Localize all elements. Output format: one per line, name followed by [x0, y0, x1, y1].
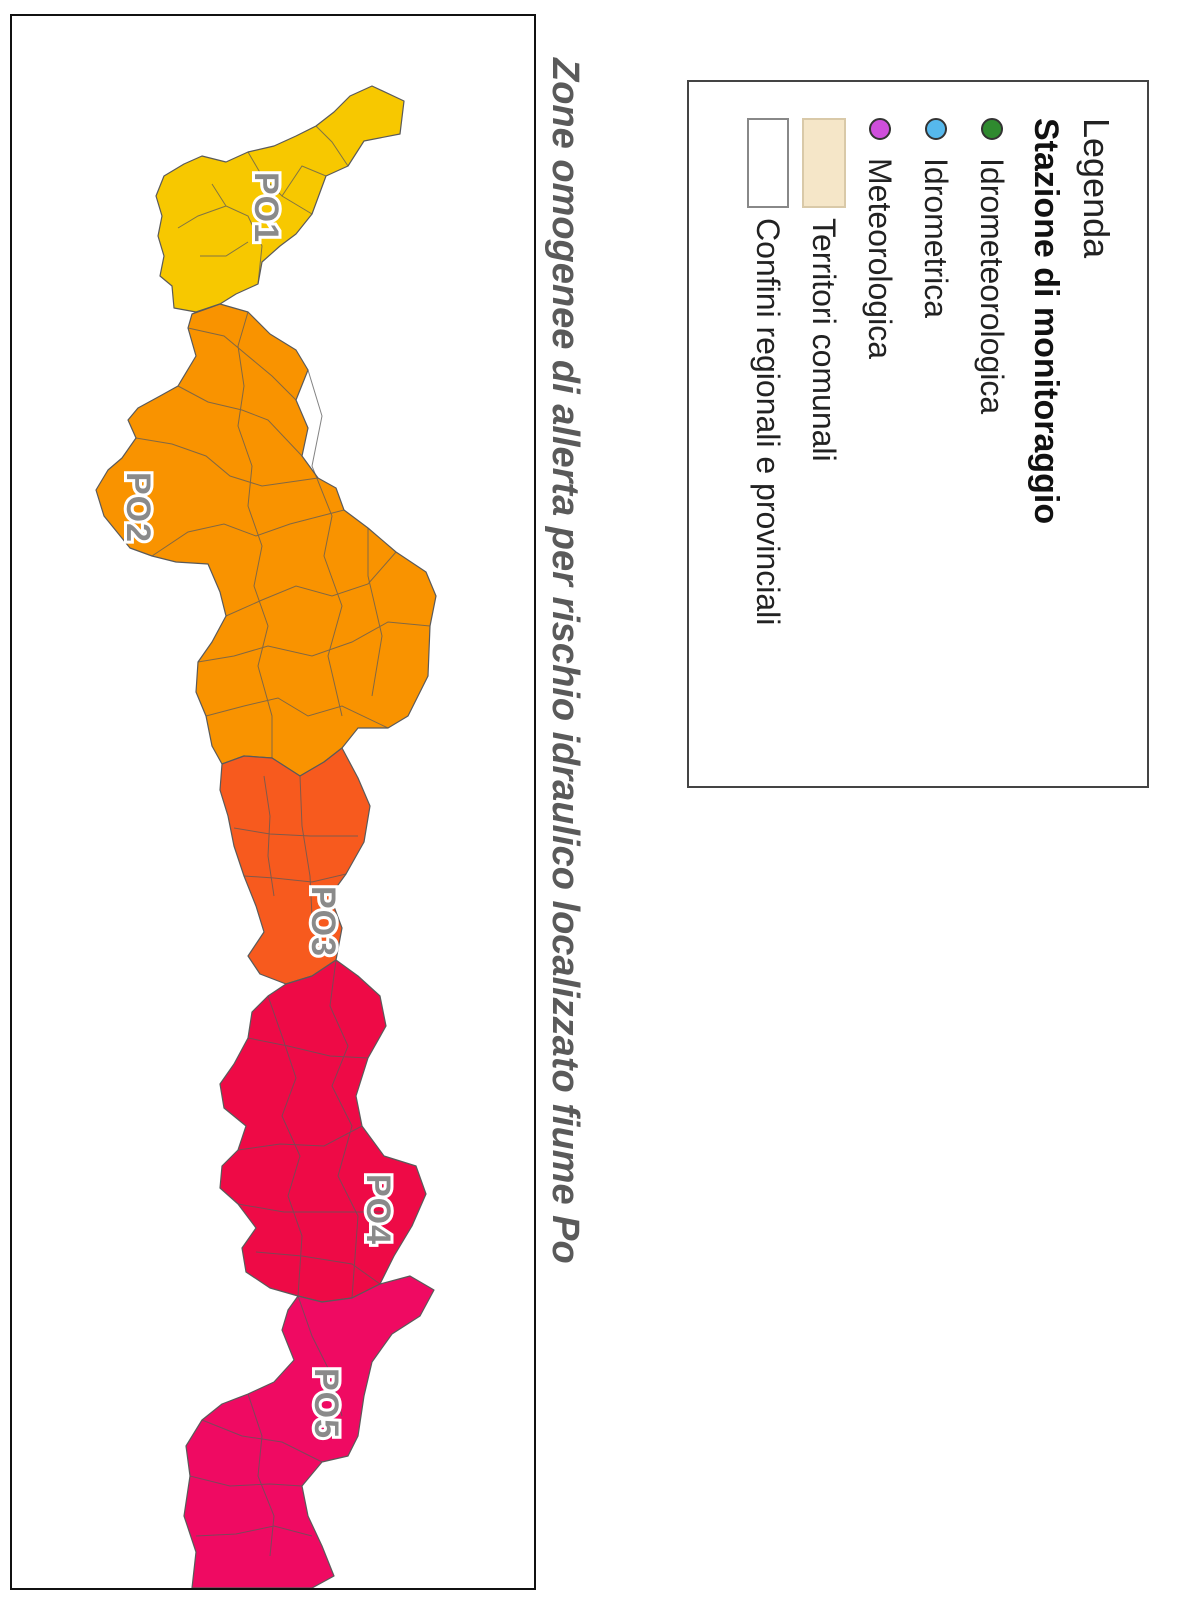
- zone-label-po1: PO1: [247, 172, 285, 243]
- map-canvas[interactable]: PO1 PO2 PO3 PO4 PO5: [12, 16, 534, 1588]
- legend-item-territori-comunali: Territori comunali: [796, 118, 852, 782]
- legend-item-label: Idrometeorologica: [974, 158, 1011, 414]
- station-dot-icon: [981, 118, 1003, 140]
- zone-po1[interactable]: PO1: [156, 86, 404, 312]
- legend-subtitle: Stazione di monitoraggio: [1026, 118, 1065, 782]
- municipal-area-swatch-icon: [802, 118, 846, 208]
- legend-item-label: Confini regionali e provinciali: [750, 218, 787, 625]
- zone-po4-area: [220, 960, 426, 1302]
- zone-po5[interactable]: PO5: [184, 1276, 434, 1588]
- legend-content: Legenda Stazione di monitoraggio Idromet…: [689, 82, 1149, 782]
- zone-po2[interactable]: PO2: [96, 304, 436, 776]
- station-dot-icon: [869, 118, 891, 140]
- zone-label-po5: PO5: [307, 1368, 345, 1439]
- zone-po4[interactable]: PO4: [220, 960, 426, 1302]
- zone-label-po2: PO2: [119, 472, 157, 543]
- legend: Legenda Stazione di monitoraggio Idromet…: [687, 80, 1149, 788]
- map-title: Zone omogenee di allerta per rischio idr…: [543, 58, 586, 1588]
- legend-title: Legenda: [1075, 118, 1117, 782]
- zone-po3-area: [220, 748, 370, 984]
- map-frame: PO1 PO2 PO3 PO4 PO5: [10, 14, 536, 1590]
- zone-label-po4: PO4: [359, 1174, 397, 1245]
- legend-item-idrometrica: Idrometrica: [908, 118, 964, 782]
- zone-label-po3: PO3: [304, 886, 342, 957]
- legend-item-idrometeorologica: Idrometeorologica: [964, 118, 1020, 782]
- legend-item-confini: Confini regionali e provinciali: [740, 118, 796, 782]
- boundary-swatch-icon: [747, 118, 789, 208]
- station-dot-icon: [925, 118, 947, 140]
- legend-item-label: Territori comunali: [806, 218, 843, 462]
- legend-item-label: Meteorologica: [862, 158, 899, 359]
- legend-item-label: Idrometrica: [918, 158, 955, 318]
- legend-item-meteorologica: Meteorologica: [852, 118, 908, 782]
- zone-po3[interactable]: PO3: [220, 748, 370, 984]
